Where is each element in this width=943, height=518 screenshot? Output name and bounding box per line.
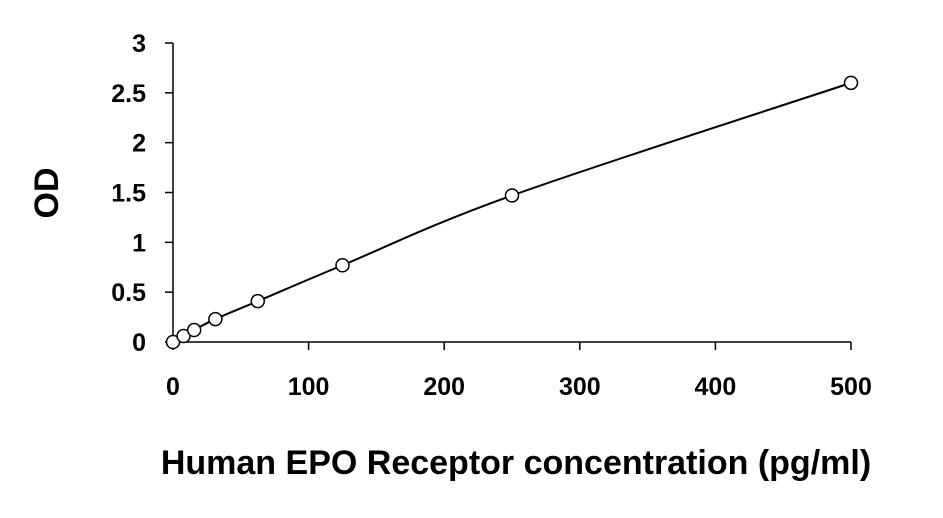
y-tick-label: 0.5 [111,279,146,307]
y-ticks: 0 0.5 1 1.5 2 2.5 3 [111,30,173,357]
data-point [504,188,520,203]
data-point [250,293,265,309]
y-tick-label: 2.5 [111,80,146,108]
x-tick-label: 300 [559,373,601,401]
x-axis-title: Human EPO Receptor concentration (pg/ml) [161,444,871,482]
x-tick-label: 0 [166,373,180,401]
y-tick-label: 1.5 [111,180,146,208]
x-tick-label: 200 [423,373,465,401]
data-point [208,311,223,327]
data-point [186,322,202,338]
y-axis-title: OD [28,168,66,219]
y-tick-label: 3 [132,30,146,58]
data-point [335,258,350,273]
trend-curve-layer [172,81,852,343]
x-tick-label: 100 [288,373,330,401]
data-points [165,75,859,350]
x-tick-label: 400 [695,373,737,401]
data-point [843,75,859,91]
x-ticks: 0 100 200 300 400 500 [166,342,872,401]
y-tick-label: 1 [132,229,146,257]
trend-curve [172,81,852,343]
y-tick-label: 2 [132,130,146,158]
x-tick-label: 500 [830,373,872,401]
y-tick-label: 0 [132,329,146,357]
